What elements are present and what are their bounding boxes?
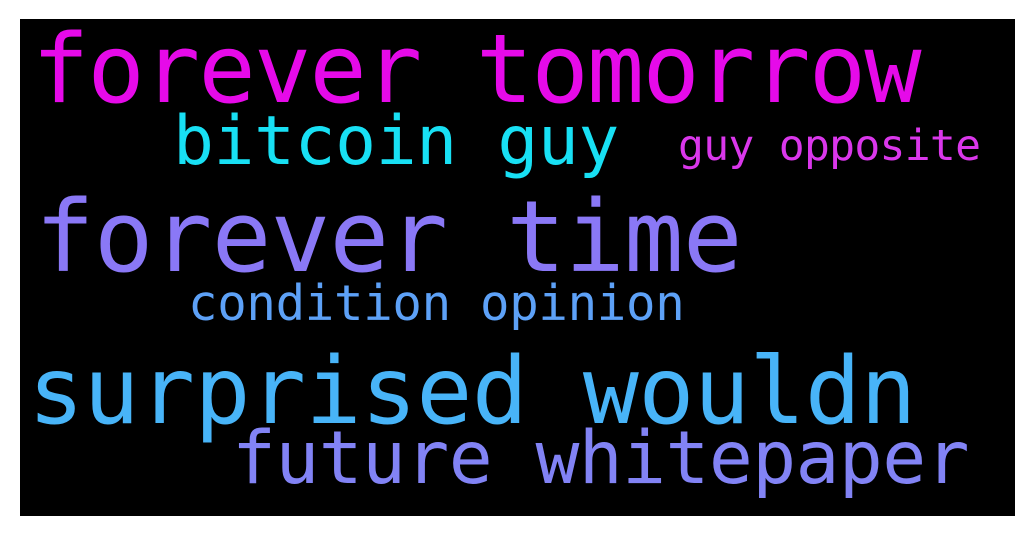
word-bitcoin-guy: bitcoin guy bbox=[173, 102, 619, 181]
word-forever-time: forever time bbox=[35, 180, 743, 295]
word-guy-opposite: guy opposite bbox=[678, 121, 981, 171]
word-surprised-wouldn: surprised wouldn bbox=[28, 337, 916, 445]
word-cloud-canvas: forever tomorrow bitcoin guy guy opposit… bbox=[20, 19, 1015, 516]
word-future-whitepaper: future whitepaper bbox=[232, 416, 970, 501]
word-forever-tomorrow: forever tomorrow bbox=[32, 19, 922, 125]
word-condition-opinion: condition opinion bbox=[188, 275, 685, 332]
